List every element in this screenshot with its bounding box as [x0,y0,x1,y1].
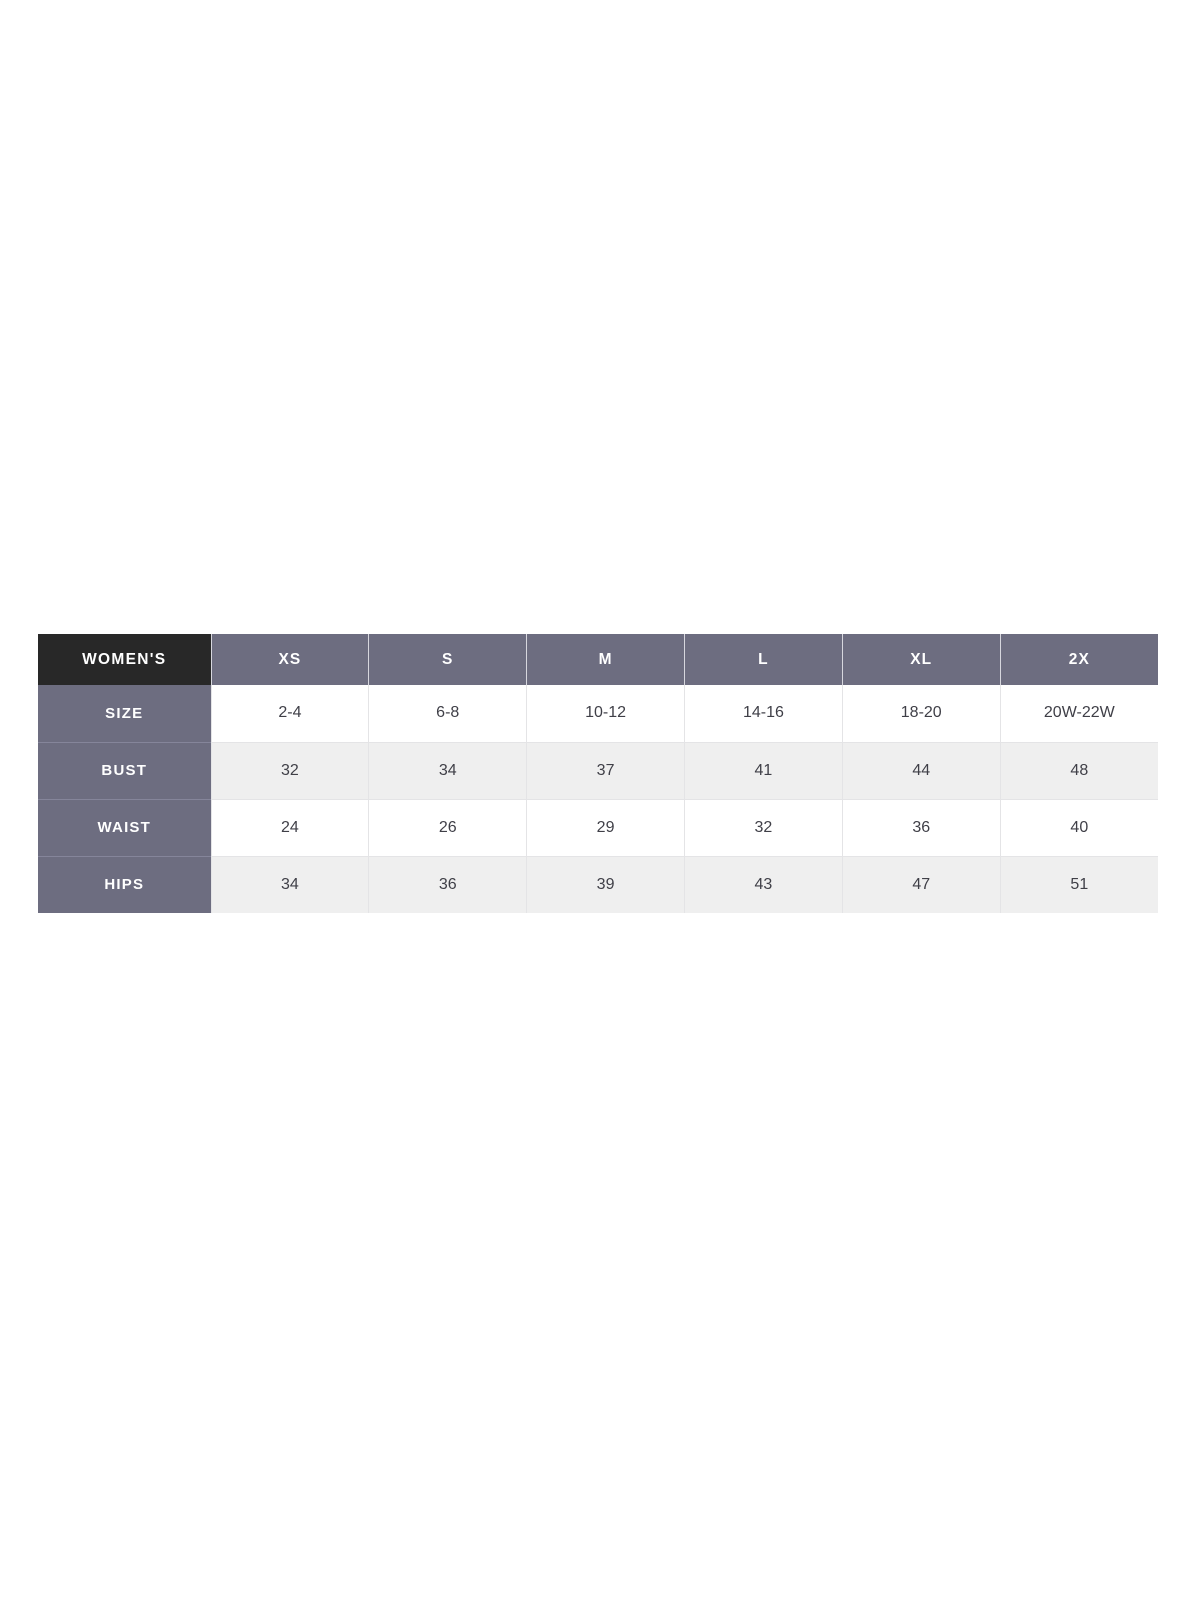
cell-size-l: 14-16 [683,685,843,742]
size-chart-container: WOMEN'S XS S M L XL 2X SIZE 2-4 6-8 10-1… [38,634,1158,913]
table-row: SIZE 2-4 6-8 10-12 14-16 18-20 20W-22W [38,685,1158,742]
cell-size-xs: 2-4 [210,685,369,742]
cell-waist-m: 29 [526,798,685,856]
cell-bust-2x: 48 [999,741,1158,799]
cell-waist-xs: 24 [210,798,369,856]
header-row: WOMEN'S XS S M L XL 2X [38,634,1158,685]
cell-bust-m: 37 [526,741,685,799]
cell-hips-s: 36 [368,855,527,913]
cell-size-s: 6-8 [368,685,527,742]
row-label-size: SIZE [38,685,211,742]
table-row: WAIST 24 26 29 32 36 40 [38,798,1158,856]
table-row: HIPS 34 36 39 43 47 51 [38,855,1158,913]
cell-waist-xl: 36 [841,798,1001,856]
cell-hips-xs: 34 [210,855,369,913]
cell-size-xl: 18-20 [841,685,1001,742]
size-header-m: M [526,634,685,685]
row-label-waist: WAIST [38,798,211,856]
table-header: WOMEN'S XS S M L XL 2X [38,634,1158,685]
cell-size-m: 10-12 [526,685,685,742]
cell-hips-2x: 51 [999,855,1158,913]
cell-waist-s: 26 [368,798,527,856]
row-label-hips: HIPS [38,855,211,913]
cell-bust-l: 41 [683,741,843,799]
cell-bust-s: 34 [368,741,527,799]
table-row: BUST 32 34 37 41 44 48 [38,741,1158,799]
cell-size-2x: 20W-22W [999,685,1158,742]
cell-waist-l: 32 [683,798,843,856]
cell-hips-xl: 47 [841,855,1001,913]
cell-hips-m: 39 [526,855,685,913]
table-body: SIZE 2-4 6-8 10-12 14-16 18-20 20W-22W B… [38,685,1158,913]
row-label-bust: BUST [38,741,211,799]
size-header-s: S [368,634,527,685]
size-header-l: L [683,634,843,685]
cell-hips-l: 43 [683,855,843,913]
size-header-xl: XL [841,634,1001,685]
womens-size-chart-table: WOMEN'S XS S M L XL 2X SIZE 2-4 6-8 10-1… [38,634,1158,913]
cell-bust-xl: 44 [841,741,1001,799]
cell-bust-xs: 32 [210,741,369,799]
table-corner-label: WOMEN'S [38,634,211,685]
size-header-2x: 2X [999,634,1158,685]
cell-waist-2x: 40 [999,798,1158,856]
size-header-xs: XS [210,634,369,685]
